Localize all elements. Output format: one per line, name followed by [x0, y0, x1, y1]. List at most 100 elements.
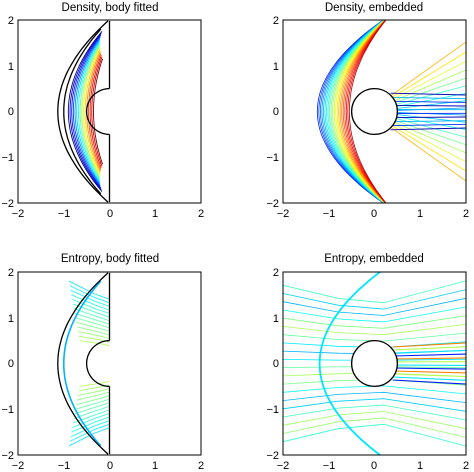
density-contour: [69, 33, 102, 190]
y-tick-label: −1: [1, 404, 14, 416]
cylinder-body: [85, 87, 110, 136]
entropy-contour: [74, 312, 110, 325]
x-tick-label: 2: [198, 460, 204, 472]
entropy-contour: [71, 294, 110, 311]
density-contour: [71, 34, 102, 189]
bow-shock: [318, 271, 381, 456]
wake-contour: [392, 379, 467, 385]
density-contour: [67, 31, 103, 192]
density-contour: [347, 19, 387, 204]
density-contour: [82, 47, 101, 176]
x-tick-label: −1: [323, 460, 336, 472]
density-contour: [342, 19, 386, 204]
x-tick-label: 0: [371, 460, 377, 472]
plot-area: [282, 271, 467, 456]
x-tick-label: −1: [58, 460, 71, 472]
density-contour: [319, 19, 384, 204]
y-tick-label: 0: [8, 358, 14, 370]
cylinder-body: [350, 87, 399, 136]
density-contour: [330, 19, 385, 204]
density-contour: [76, 40, 101, 183]
x-tick-label: −1: [58, 208, 71, 220]
entropy-contour: [75, 398, 110, 410]
entropy-contour: [76, 395, 110, 406]
density-contour: [79, 43, 100, 180]
density-contour: [89, 55, 102, 168]
entropy-contour: [282, 404, 467, 421]
entropy-contour: [282, 417, 467, 438]
expansion-contour: [395, 77, 467, 103]
panel-title: Density, embedded: [325, 2, 423, 14]
panel-density-embedded: Density, embedded −2 −1 0 1 2 2 1 0 −1 −…: [266, 2, 469, 220]
axes-frame: [282, 271, 467, 456]
y-tick-label: −2: [1, 198, 14, 210]
wake-contour: [392, 357, 467, 360]
wake-contour: [390, 123, 467, 127]
density-contour: [77, 42, 101, 181]
x-tick-label: 1: [152, 208, 158, 220]
density-contour: [316, 19, 384, 204]
entropy-contour: [282, 315, 467, 329]
entropy-contour: [282, 289, 467, 310]
y-tick-label: 1: [273, 313, 279, 325]
density-contour: [322, 19, 384, 204]
density-contour: [74, 38, 101, 185]
cylinder-body: [350, 339, 399, 388]
density-contour: [81, 45, 101, 178]
wake-contour: [392, 349, 467, 354]
wake-contour: [392, 376, 467, 381]
density-contour: [341, 19, 386, 204]
density-contour: [339, 19, 386, 204]
wake-contour: [390, 104, 467, 107]
density-contour: [335, 19, 386, 204]
entropy-contour: [282, 398, 467, 412]
y-tick-label: −1: [1, 152, 14, 164]
entropy-contour: [282, 391, 467, 403]
x-tick-label: −2: [12, 208, 25, 220]
entropy-contour: [69, 285, 110, 304]
y-tick-label: −2: [266, 198, 279, 210]
wake-contour: [390, 100, 467, 103]
axes-frame: [282, 19, 467, 204]
axes-frame: [17, 271, 202, 456]
y-tick-label: −2: [1, 450, 14, 462]
entropy-contour: [76, 391, 110, 401]
y-tick-label: 1: [8, 61, 14, 73]
wake-contour: [392, 373, 467, 378]
expansion-contour: [396, 116, 467, 130]
panel-title: Entropy, body fitted: [61, 253, 159, 265]
wake-contour: [390, 116, 467, 119]
wake-contour: [392, 353, 467, 357]
x-tick-label: 1: [417, 460, 423, 472]
expansion-contour: [390, 127, 467, 182]
entropy-contour: [282, 423, 467, 447]
density-contour: [329, 19, 385, 204]
wake-contour: [392, 370, 467, 374]
y-tick-label: 2: [273, 15, 279, 27]
x-tick-label: 2: [463, 460, 469, 472]
panel-title: Entropy, embedded: [324, 253, 424, 265]
cylinder-body: [85, 339, 110, 388]
y-tick-label: −1: [266, 404, 279, 416]
density-contour: [338, 19, 386, 204]
x-tick-label: 0: [371, 208, 377, 220]
density-contour: [321, 19, 384, 204]
plot-area: [57, 20, 111, 203]
panel-entropy-embedded: Entropy, embedded −2 −1 0 1 2 2 1 0 −1 −…: [266, 253, 469, 472]
x-tick-label: −1: [323, 208, 336, 220]
x-tick-label: 0: [107, 208, 113, 220]
entropy-contour: [282, 306, 467, 323]
x-tick-label: 2: [198, 208, 204, 220]
plot-area: [57, 272, 111, 455]
density-contour: [93, 58, 104, 165]
bow-shock: [63, 28, 102, 195]
axes-frame: [17, 19, 202, 204]
x-tick-label: −2: [277, 208, 290, 220]
entropy-contour: [282, 385, 467, 395]
expansion-contour: [394, 122, 467, 154]
expansion-contour: [394, 69, 467, 101]
entropy-contour: [70, 420, 110, 438]
entropy-contour: [77, 331, 110, 339]
x-tick-label: 1: [152, 460, 158, 472]
wake-contour: [392, 367, 467, 370]
